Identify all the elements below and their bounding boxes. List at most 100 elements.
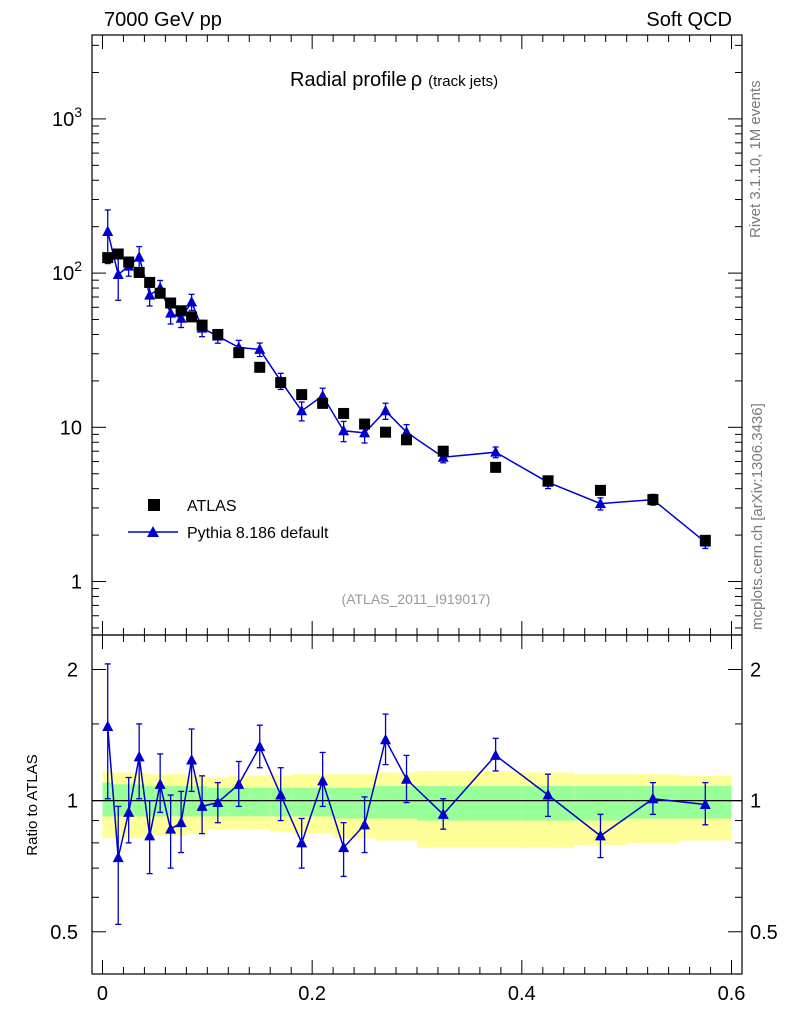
ratio-frame — [91, 634, 743, 975]
pythia-point — [296, 404, 308, 416]
atlas-point — [123, 256, 135, 268]
ratio-y-tick-label-left: 2 — [67, 659, 78, 681]
ratio-point — [401, 773, 413, 784]
ratio-band-inner — [291, 787, 313, 817]
ratio-y-tick-label-right: 0.5 — [750, 922, 778, 944]
pythia-point — [144, 289, 156, 300]
pythia-point — [254, 343, 266, 354]
main-frame — [91, 34, 743, 636]
header-right: Soft QCD — [646, 9, 732, 31]
atlas-point — [112, 248, 124, 260]
ratio-point — [123, 806, 135, 817]
atlas-point — [102, 252, 114, 264]
ratio-point — [490, 749, 502, 760]
x-tick-label: 0 — [97, 983, 108, 1005]
ratio-ylabel: Ratio to ATLAS — [24, 754, 41, 855]
legend-atlas-marker — [148, 499, 160, 511]
pythia-line — [106, 231, 706, 543]
chart-title: Radial profile ρ (track jets) — [290, 69, 498, 91]
analysis-watermark: (ATLAS_2011_I919017) — [342, 591, 491, 607]
pythia-point — [401, 426, 413, 437]
legend-atlas-label: ATLAS — [187, 498, 237, 515]
ratio-point — [196, 800, 208, 811]
atlas-point — [359, 418, 371, 430]
ratio-point — [102, 720, 114, 731]
legend-pythia-label: Pythia 8.186 default — [187, 525, 329, 542]
ratio-point — [380, 733, 392, 745]
pythia-point — [359, 426, 371, 438]
ratio-band-inner — [102, 782, 113, 817]
pythia-point — [112, 268, 124, 279]
atlas-point — [317, 397, 329, 409]
header-left: 7000 GeV pp — [104, 9, 222, 31]
legend: ATLAS Pythia 8.186 default — [128, 498, 329, 542]
ratio-point — [112, 851, 124, 863]
ratio-point — [647, 792, 659, 804]
pythia-point — [490, 446, 502, 457]
atlas-point — [699, 534, 711, 546]
ratio-point — [594, 829, 606, 841]
legend-pythia-marker — [147, 526, 159, 537]
ratio-point — [275, 789, 287, 800]
pythia-point — [380, 404, 392, 416]
ratio-point — [699, 798, 711, 809]
atlas-point — [594, 484, 606, 496]
ratio-point — [254, 740, 266, 752]
atlas-point — [490, 461, 502, 473]
ratio-point — [542, 789, 554, 800]
atlas-point — [154, 287, 166, 299]
pythia-point — [338, 424, 350, 436]
atlas-point — [380, 426, 392, 438]
ratio-point — [296, 836, 308, 848]
atlas-point — [401, 434, 413, 446]
x-tick-label: 0.2 — [298, 983, 326, 1005]
ratio-point — [212, 796, 224, 808]
main-y-tick-label: 1 — [71, 572, 82, 594]
ratio-y-tick-label-left: 1 — [67, 791, 78, 813]
ratio-point — [175, 816, 187, 828]
atlas-point — [338, 407, 350, 419]
ratio-point — [338, 841, 350, 853]
x-tick-label: 0.6 — [718, 983, 746, 1005]
ratio-band-inner — [249, 787, 271, 817]
atlas-point — [437, 445, 449, 457]
ratio-band-inner — [333, 787, 355, 819]
pythia-point — [594, 497, 606, 509]
ratio-line — [106, 726, 706, 858]
ratio-point — [437, 808, 449, 819]
ratio-point — [233, 778, 245, 789]
main-y-tick-label: 10 — [60, 417, 82, 439]
ratio-point — [144, 829, 156, 841]
atlas-point — [186, 311, 198, 323]
atlas-point — [196, 319, 208, 331]
atlas-point — [175, 305, 187, 317]
ratio-point — [359, 818, 371, 830]
pythia-point — [165, 307, 177, 318]
ratio-band-inner — [186, 786, 197, 817]
atlas-point — [133, 266, 145, 278]
mcplots-label: mcplots.cern.ch [arXiv:1306.3436] — [749, 403, 766, 630]
ratio-band-inner — [469, 786, 522, 821]
atlas-point — [165, 297, 177, 309]
ratio-point — [317, 774, 329, 786]
atlas-point — [144, 276, 156, 288]
atlas-point — [275, 377, 287, 389]
atlas-point — [254, 361, 266, 373]
ratio-y-tick-label-right: 1 — [750, 791, 761, 813]
pythia-point — [186, 295, 198, 307]
ratio-point — [154, 778, 166, 789]
ratio-y-tick-label-left: 0.5 — [50, 922, 78, 944]
atlas-point — [542, 475, 554, 487]
main-y-tick-label: 102 — [52, 258, 82, 285]
ratio-point — [165, 823, 177, 834]
x-tick-label: 0.4 — [508, 983, 536, 1005]
atlas-point — [647, 494, 659, 506]
atlas-point — [233, 347, 245, 359]
rivet-label: Rivet 3.1.10, 1M events — [747, 80, 764, 238]
pythia-point — [317, 389, 329, 401]
pythia-point — [102, 225, 114, 237]
atlas-point — [296, 389, 308, 401]
ratio-point — [186, 753, 198, 765]
pythia-point — [175, 312, 187, 323]
